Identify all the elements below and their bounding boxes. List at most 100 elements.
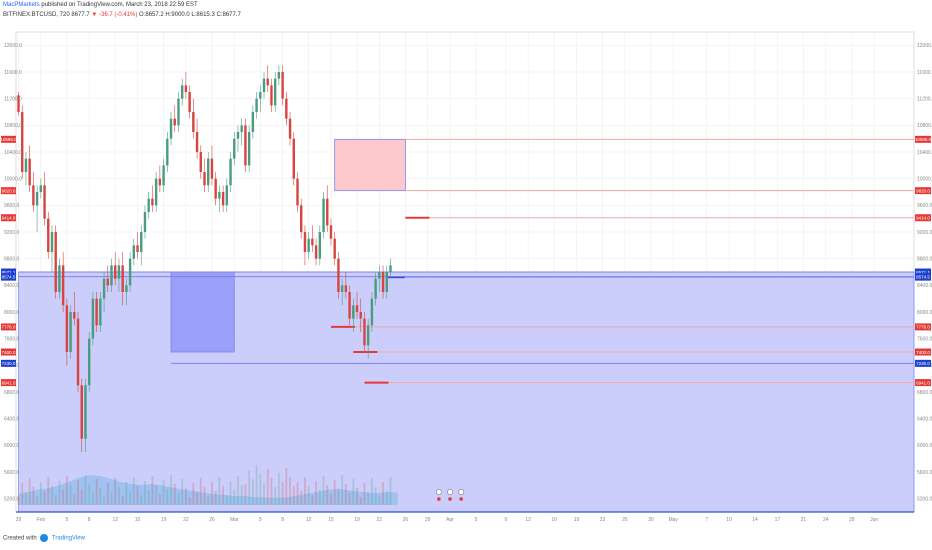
volume-bar [359,497,362,505]
y-tick-label-left: 6000.0 [4,443,20,449]
volume-bar [140,495,143,505]
candle-body [370,298,374,326]
price-tag-right [915,379,931,387]
volume-bar [151,476,154,505]
volume-bar [80,489,83,505]
volume-bar [58,481,61,505]
volume-bar [344,484,347,505]
close-value: C:8677.7 [216,12,241,18]
volume-bar [248,470,251,505]
candle-body [229,158,232,186]
candle-body [259,92,262,99]
price-tag-left [1,214,16,222]
candle-body [203,172,206,186]
volume-bar [136,486,139,505]
candle-body [180,85,184,99]
y-tick-label-left: 6400.0 [4,416,20,422]
candle-body [251,112,255,132]
x-tick-label: 26 [403,517,409,523]
candle-body [154,178,158,206]
candle-body [307,238,310,252]
candle-body [318,232,322,259]
high-value: H:9000.0 [165,12,190,18]
candle-body [378,272,381,279]
candle-body [314,245,318,259]
y-tick-label-right: 8000.0 [917,310,932,316]
candle-body [225,185,229,206]
volume-bar [318,490,321,505]
x-tick-label: 19 [574,517,580,523]
volume-bar [173,484,176,505]
tradingview-logo-icon [40,534,49,542]
candle-body [385,272,388,292]
volume-bar [240,485,243,505]
candle-body [366,325,370,346]
volume-bar [356,488,358,505]
candle-body [195,132,199,152]
volume-bar [378,496,381,505]
volume-bar [281,482,284,505]
y-tick-label-left: 10400.0 [4,150,22,156]
candle-body [87,338,91,386]
candle-body [352,305,355,319]
y-tick-label-right: 10400.0 [917,150,932,156]
event-flag-icon [459,497,463,501]
volume-bar [28,478,31,505]
demand-zone-large [18,271,915,513]
candle-body [344,285,348,292]
event-flag-icon [437,497,441,501]
price-tag-left-label: 9820.0 [2,188,16,193]
x-tick-label: 19 [354,517,360,523]
volume-bar [367,492,370,505]
last-price: 8677.7 [71,12,90,18]
y-tick-label-left: 6800.0 [4,390,20,396]
candle-body [236,132,240,139]
y-tick-label-left: 9200.0 [4,230,20,236]
volume-bar [330,494,332,505]
candle-body [199,152,202,172]
volume-bar [348,493,351,505]
volume-bar [374,487,377,505]
candle-body [91,298,95,339]
x-tick-label: 9 [504,517,507,523]
price-tag-right [915,214,931,222]
volume-bar [237,476,239,505]
candle-body [24,158,28,172]
candle-body [244,125,247,166]
y-tick-label-left: 10800.0 [4,123,22,129]
price-tag-left [1,348,16,356]
volume-bar [92,493,94,505]
price-chart[interactable]: 12000.0 12000.0 11600.0 11600.0 11200.0 11200… [0,0,932,530]
y-tick-label-left: 5200.0 [4,496,20,502]
x-tick-label: 29 [16,517,22,523]
price-tag-right-label: 9820.0 [916,188,930,193]
author-link[interactable]: MacPMarkets [3,2,40,8]
candle-body [39,185,43,192]
y-tick-label-left: 12000.0 [4,43,22,49]
y-tick-label-right: 10800.0 [917,123,932,129]
y-tick-label-left: 10000.0 [4,176,22,182]
x-tick-label: 8 [88,517,91,523]
candle-body [233,138,236,159]
x-tick-label: Feb [37,517,46,523]
volume-bar [211,482,213,505]
candle-body [300,205,303,232]
candle-body [35,192,39,206]
candle-body [355,305,359,312]
price-tag-right [915,323,931,331]
candle-body [47,218,50,252]
candle-body [329,225,333,239]
candle-body [348,292,351,319]
volume-bar [233,490,236,505]
candle-body [247,132,251,166]
price-tag-right-label: 6941.0 [916,380,930,385]
tradingview-brand[interactable]: TradingView [51,535,85,542]
volume-bar [304,477,306,505]
y-tick-label-right: 12000.0 [917,43,932,49]
price-tag-right-label: 8571.1 [916,270,930,275]
candle-body [337,258,340,292]
volume-bar [125,482,128,505]
candle-body [125,285,128,292]
volume-bar [382,482,384,505]
candle-body [184,85,188,92]
